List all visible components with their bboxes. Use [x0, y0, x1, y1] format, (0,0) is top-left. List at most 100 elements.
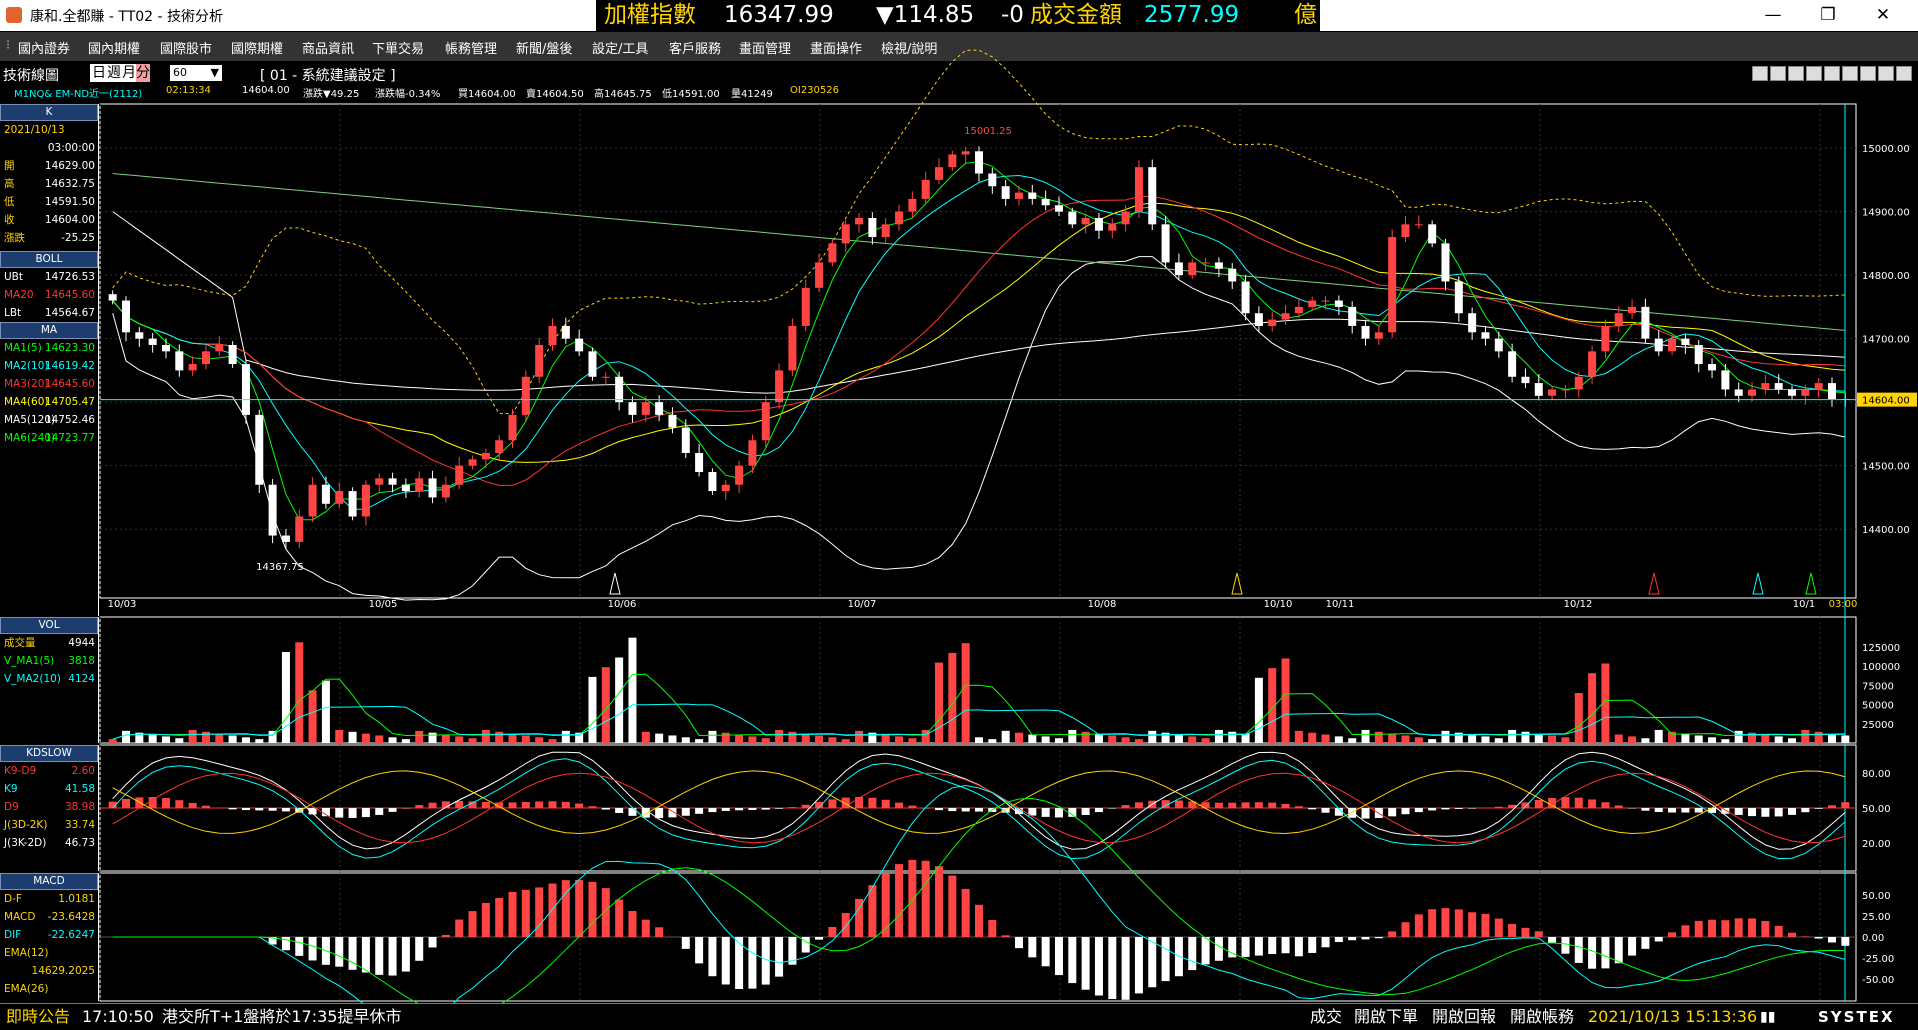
price-axis-tick: 14500.00	[1862, 462, 1910, 473]
volume-bar	[1788, 738, 1796, 743]
candle-body	[229, 345, 237, 364]
volume-bar	[402, 739, 410, 743]
kd-histogram-bar	[1841, 802, 1849, 808]
kd-histogram-bar	[229, 808, 237, 809]
volume-bar	[655, 734, 663, 743]
candle-body	[189, 364, 197, 370]
macd-histogram-bar	[1681, 925, 1689, 937]
volume-bar	[975, 737, 983, 743]
macd-histogram-bar	[1388, 931, 1396, 937]
kd-histogram-bar	[389, 808, 397, 812]
macd-histogram-bar	[1148, 937, 1156, 987]
j-line	[113, 752, 1846, 849]
candle-body	[748, 440, 756, 465]
candle-body	[1455, 281, 1463, 313]
volume-bar	[1775, 736, 1783, 743]
candle-body	[482, 453, 490, 459]
kd-histogram-bar	[1441, 808, 1449, 809]
candle-body	[1441, 243, 1449, 281]
macd-histogram-bar	[1402, 922, 1410, 937]
volume-bar	[1362, 730, 1370, 743]
macd-histogram-bar	[935, 866, 943, 937]
kd-histogram-bar	[415, 805, 423, 808]
macd-histogram-bar	[575, 880, 583, 937]
macd-histogram-bar	[1575, 937, 1583, 963]
candle-body	[509, 415, 517, 440]
kd-histogram-bar	[1695, 808, 1703, 813]
macd-histogram-bar	[1481, 914, 1489, 937]
date-axis-tick: 10/07	[848, 599, 877, 610]
macd-histogram-bar	[1282, 937, 1290, 953]
open-order-button[interactable]: 開啟下單	[1354, 1004, 1418, 1030]
macd-histogram-bar	[1841, 937, 1849, 946]
macd-histogram-bar	[1215, 937, 1223, 961]
macd-histogram-bar	[828, 927, 836, 937]
macd-histogram-bar	[1601, 937, 1609, 968]
trades-button[interactable]: 成交	[1310, 1004, 1342, 1030]
candle-body	[815, 262, 823, 287]
macd-histogram-bar	[402, 937, 410, 972]
kd-histogram-bar	[202, 806, 210, 808]
candle-body	[122, 301, 130, 333]
volume-bar	[362, 734, 370, 743]
candle-body	[1801, 389, 1809, 395]
volume-bar	[722, 733, 730, 743]
macd-histogram-bar	[362, 937, 370, 973]
candle-body	[1042, 199, 1050, 205]
candle-body	[135, 332, 143, 338]
candle-body	[1695, 345, 1703, 364]
macd-histogram-bar	[429, 937, 437, 947]
candle-body	[548, 326, 556, 345]
status-bar: 即時公告 17:10:50 港交所T+1盤將於17:35提早休市 成交 開啟下單…	[0, 1003, 1918, 1030]
candle-body	[349, 491, 357, 516]
volume-bar	[1148, 731, 1156, 743]
announcement-message[interactable]: 港交所T+1盤將於17:35提早休市	[162, 1004, 401, 1030]
date-axis-tick: 10/05	[369, 599, 398, 610]
volume-bar	[1042, 736, 1050, 743]
kd-axis-tick: 80.00	[1862, 769, 1891, 780]
macd-histogram-bar	[1721, 920, 1729, 937]
open-report-button[interactable]: 開啟回報	[1432, 1004, 1496, 1030]
kd-histogram-bar	[1828, 805, 1836, 808]
macd-histogram-bar	[1615, 937, 1623, 963]
macd-histogram-bar	[748, 937, 756, 989]
candle-body	[469, 459, 477, 465]
macd-histogram-bar	[1588, 937, 1596, 969]
volume-bar	[1255, 678, 1263, 743]
candle-body	[335, 491, 343, 504]
candle-body	[628, 402, 636, 415]
macd-histogram-bar	[1135, 937, 1143, 993]
kd-histogram-bar	[335, 808, 343, 818]
macd-histogram-bar	[1708, 920, 1716, 937]
high-annotation: 15001.25	[964, 126, 1012, 137]
candle-body	[948, 154, 956, 167]
macd-histogram-bar	[1535, 931, 1543, 937]
macd-histogram-bar	[1122, 937, 1130, 1000]
volume-bar	[1535, 734, 1543, 743]
candle-body	[1215, 262, 1223, 268]
macd-axis-tick: 50.00	[1862, 891, 1891, 902]
kd-histogram-bar	[1681, 808, 1689, 813]
candle-body	[1628, 307, 1636, 313]
candle-body	[1775, 383, 1783, 389]
volume-bar	[815, 735, 823, 743]
kd-histogram-bar	[1282, 804, 1290, 808]
kd-histogram-bar	[1108, 808, 1116, 809]
ma3-line	[113, 197, 1846, 486]
candle-body	[1082, 218, 1090, 224]
candle-body	[802, 288, 810, 326]
candle-body	[1748, 389, 1756, 395]
price-axis-tick: 14700.00	[1862, 335, 1910, 346]
kd-histogram-bar	[255, 808, 263, 810]
open-account-button[interactable]: 開啟帳務	[1510, 1004, 1574, 1030]
volume-bar	[562, 731, 570, 743]
candle-body	[895, 212, 903, 225]
volume-bar	[1202, 738, 1210, 743]
macd-histogram-bar	[482, 903, 490, 937]
volume-bar	[1548, 735, 1556, 743]
kd-histogram-bar	[1748, 808, 1756, 816]
signal-triangle	[1753, 573, 1763, 594]
ma2-line	[113, 176, 1846, 510]
candle-body	[1668, 339, 1676, 352]
